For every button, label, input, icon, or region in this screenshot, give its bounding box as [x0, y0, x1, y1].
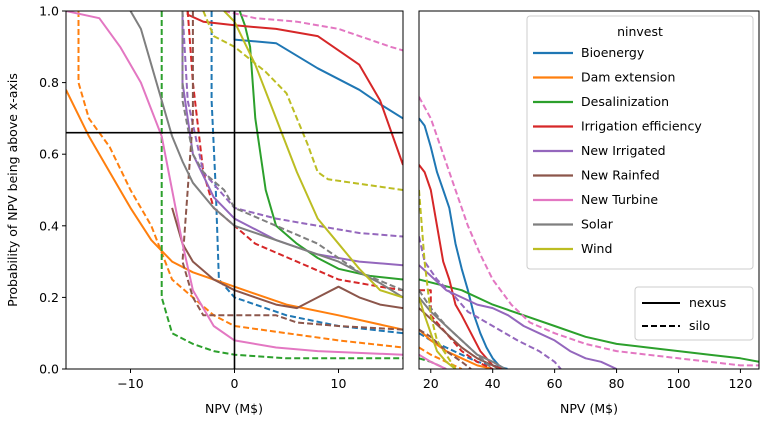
series-irrigation-efficiency-silo-left [186, 11, 403, 292]
series-dam-extension-silo-left [77, 11, 403, 349]
legend-title: ninvest [617, 24, 663, 39]
legend: ninvest Bioenergy Dam extension Desaliniza… [526, 15, 754, 270]
left-x-ticks: −10 0 10 [117, 369, 347, 391]
style-legend: nexus silo [634, 286, 754, 341]
series-solar-silo-left [181, 11, 403, 292]
legend-label-dam-extension: Dam extension [581, 70, 675, 85]
series-wind-nexus-right [419, 297, 457, 369]
series-new-turbine-silo-left [223, 11, 403, 52]
legend-frame [526, 15, 754, 270]
x-tick-label: −10 [117, 376, 143, 391]
style-legend-items: nexus silo [642, 295, 726, 333]
left-panel-series [66, 11, 403, 360]
right-x-axis-label: NPV (M$) [560, 401, 618, 416]
legend-items: Bioenergy Dam extension Desalinization Irri… [533, 45, 702, 256]
y-tick-label: 0.8 [39, 75, 59, 90]
series-solar-silo-right [419, 289, 494, 369]
series-bioenergy-silo-left [210, 11, 403, 335]
series-new-turbine-nexus-left [66, 11, 403, 356]
series-wind-silo-right [419, 189, 457, 369]
x-tick-label: 80 [609, 376, 625, 391]
y-tick-label: 0.2 [39, 290, 59, 305]
y-tick-label: 0.4 [39, 218, 59, 233]
legend-label-new-rainfed: New Rainfed [581, 168, 660, 183]
y-tick-label: 1.0 [39, 4, 59, 19]
left-x-axis-label: NPV (M$) [205, 401, 263, 416]
right-panel: 20 40 60 80 100 120 NPV (M$) ninvest Bioenerg… [418, 10, 760, 416]
legend-label-bioenergy: Bioenergy [581, 45, 645, 60]
series-desalinization-nexus-right [419, 278, 759, 363]
series-desalinization-silo-left [160, 11, 403, 360]
legend-label-desalinization: Desalinization [581, 94, 669, 109]
series-new-irrigated-silo-left [181, 11, 403, 238]
series-new-rainfed-silo-right [419, 328, 472, 369]
y-axis-label: Probability of NPV being above x-axis [5, 73, 20, 307]
x-tick-label: 100 [667, 376, 691, 391]
series-solar-nexus-left [129, 11, 403, 299]
style-label-nexus: nexus [689, 295, 726, 310]
x-tick-label: 40 [485, 376, 501, 391]
right-panel-series [419, 96, 759, 369]
x-tick-label: 0 [231, 376, 239, 391]
series-wind-silo-left [202, 11, 403, 191]
series-dam-extension-nexus-left [66, 89, 403, 331]
y-ticks: 0.0 0.2 0.4 0.6 0.8 1.0 [39, 4, 66, 377]
right-x-ticks: 20 40 60 80 100 120 [423, 369, 752, 391]
series-new-turbine-silo-right [419, 96, 759, 367]
left-panel: −10 0 10 0.0 0.2 0.4 0.6 0.8 1.0 NPV (M$) Proba… [5, 4, 404, 416]
legend-label-wind: Wind [581, 241, 612, 256]
series-new-rainfed-silo-left [181, 11, 403, 331]
series-new-irrigated-silo-right [419, 236, 562, 369]
x-tick-label: 120 [728, 376, 752, 391]
series-desalinization-nexus-left [238, 11, 403, 281]
series-new-irrigated-nexus-left [181, 11, 403, 267]
series-new-rainfed-nexus-left [171, 207, 403, 310]
legend-label-new-turbine: New Turbine [581, 192, 658, 207]
legend-label-solar: Solar [581, 217, 614, 232]
legend-label-new-irrigated: New Irrigated [581, 143, 666, 158]
right-axes-frame [418, 10, 760, 370]
style-label-silo: silo [689, 318, 710, 333]
x-tick-label: 20 [423, 376, 439, 391]
series-irrigation-efficiency-silo-right [419, 289, 494, 369]
series-new-turbine-nexus-right [419, 353, 447, 369]
legend-label-irrigation-efficiency: Irrigation efficiency [581, 119, 702, 134]
series-wind-nexus-left [223, 11, 403, 299]
series-dam-extension-nexus-right [419, 328, 493, 369]
series-bioenergy-nexus-right [419, 117, 506, 369]
series-irrigation-efficiency-nexus-left [186, 11, 403, 166]
x-tick-label: 10 [331, 376, 347, 391]
x-tick-label: 60 [547, 376, 563, 391]
y-tick-label: 0.6 [39, 147, 59, 162]
y-tick-label: 0.0 [39, 362, 59, 377]
